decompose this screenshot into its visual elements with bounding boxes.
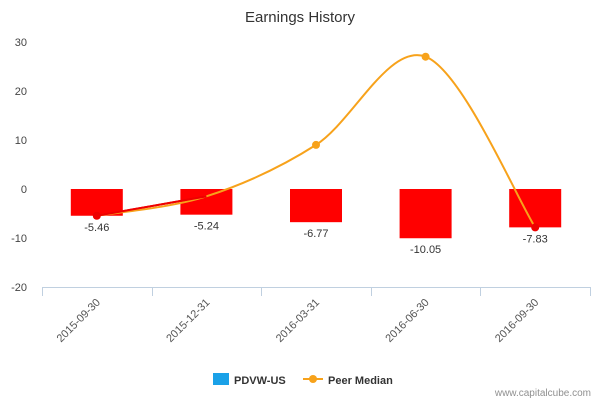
y-tick-label: 30 <box>15 37 27 49</box>
credit-text: www.capitalcube.com <box>494 388 591 399</box>
y-tick-label: 10 <box>15 135 27 147</box>
actual-point[interactable] <box>92 211 101 220</box>
legend-label-pdvw[interactable]: PDVW-US <box>234 375 286 387</box>
x-tick-label: 2016-06-30 <box>383 297 431 345</box>
x-tick-label: 2015-12-31 <box>164 297 212 345</box>
y-tick-label: -10 <box>11 233 27 245</box>
actual-line-overlay <box>96 195 207 217</box>
bar-data-label: -10.05 <box>410 244 441 256</box>
chart-title: Earnings History <box>245 9 356 26</box>
legend-label-peer[interactable]: Peer Median <box>328 375 393 387</box>
x-tick-label: 2016-09-30 <box>493 297 541 345</box>
bar[interactable] <box>70 189 123 216</box>
legend-marker-peer[interactable] <box>309 375 317 383</box>
legend[interactable]: PDVW-US Peer Median <box>213 373 393 387</box>
data-labels: -5.46 -5.24 -6.77 -10.05 -7.83 <box>84 221 547 257</box>
bar[interactable] <box>399 189 452 239</box>
x-tick-label: 2016-03-31 <box>274 297 322 345</box>
peer-median-point[interactable] <box>312 140 320 149</box>
lines <box>96 54 537 228</box>
points <box>92 52 540 232</box>
y-tick-label: -20 <box>11 282 27 294</box>
legend-swatch-pdvw[interactable] <box>213 373 229 385</box>
y-tick-label: 0 <box>21 184 27 196</box>
peer-median-line <box>96 54 537 228</box>
x-tick-label: 2015-09-30 <box>55 297 103 345</box>
bar[interactable] <box>290 189 342 223</box>
bar-data-label: -6.77 <box>303 228 328 240</box>
peer-median-point[interactable] <box>421 52 430 61</box>
bar-data-label: -5.24 <box>194 221 219 233</box>
bar-data-label: -5.46 <box>84 222 109 234</box>
y-tick-label: 20 <box>15 86 27 98</box>
actual-point[interactable] <box>531 223 540 232</box>
bar-data-label: -7.83 <box>523 233 548 245</box>
bars <box>70 189 562 239</box>
